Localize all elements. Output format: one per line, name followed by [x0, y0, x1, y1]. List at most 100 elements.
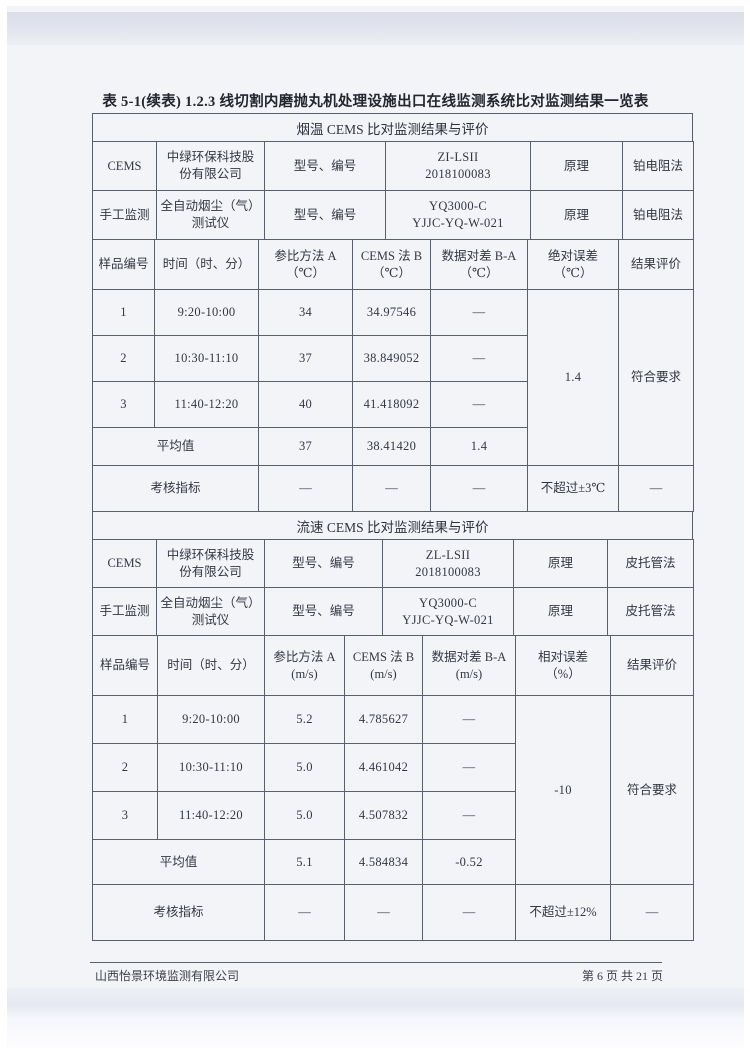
col-header-error-unit: （%）: [545, 666, 581, 681]
assessment-result: —: [618, 465, 694, 512]
col-header-result: 结果评价: [618, 239, 694, 290]
assessment-ref: —: [258, 465, 353, 512]
table-row: 3 11:40-12:20 5.0 4.507832 —: [92, 791, 694, 840]
cell-cems: 38.849052: [352, 335, 431, 382]
col-header-error: 绝对误差 （℃）: [527, 239, 619, 290]
principle-label: 原理: [513, 539, 608, 588]
col-header-ref-unit: (m/s): [291, 666, 318, 681]
principle-label: 原理: [530, 141, 623, 191]
cell-sample-no: 1: [92, 289, 155, 336]
col-header-diff-unit: (m/s): [455, 666, 483, 681]
cell-sample-no: 3: [92, 381, 155, 428]
scan-shadow-bottom: [7, 988, 744, 1018]
col-header-error-unit: （℃）: [553, 265, 593, 280]
assessment-result: —: [610, 884, 694, 941]
col-header-diff-name: 数据对差 B-A: [441, 248, 517, 263]
model-line1: YQ3000-C: [429, 199, 487, 214]
model-value: YQ3000-C YJJC-YQ-W-021: [382, 587, 514, 636]
assessment-row: 考核指标 — — — 不超过±12% —: [92, 884, 694, 941]
model-line1: YQ3000-C: [419, 595, 477, 610]
header-row: 样品编号 时间（时、分） 参比方法 A (m/s) CEMS 法 B (m/s)…: [92, 635, 694, 696]
cell-time: 9:20-10:00: [157, 695, 265, 744]
cell-cems: 4.461042: [344, 743, 423, 792]
assessment-row: 考核指标 — — — 不超过±3℃ —: [92, 465, 694, 512]
principle-value: 皮托管法: [607, 539, 694, 588]
average-cems: 4.584834: [344, 839, 423, 885]
flow-data-table: 样品编号 时间（时、分） 参比方法 A (m/s) CEMS 法 B (m/s)…: [92, 635, 694, 941]
model-line2: YJJC-YQ-W-021: [402, 612, 494, 627]
footer-page-number: 第 6 页 共 21 页: [581, 969, 663, 983]
cems-label: CEMS: [92, 141, 157, 191]
cell-diff: —: [430, 289, 528, 336]
table-row: 2 10:30-11:10 37 38.849052 —: [92, 335, 694, 382]
col-header-result: 结果评价: [610, 635, 694, 696]
col-header-error: 相对误差 （%）: [515, 635, 611, 696]
cell-diff: —: [422, 791, 516, 840]
model-value: ZL-LSII 2018100083: [382, 539, 514, 588]
assessment-cems: —: [352, 465, 431, 512]
model-line2: 2018100083: [415, 564, 481, 579]
model-line1: ZI-LSII: [437, 150, 479, 165]
cems-label: CEMS: [92, 539, 157, 588]
model-label: 型号、编号: [264, 587, 383, 636]
model-value: ZI-LSII 2018100083: [385, 141, 531, 191]
cems-org-line2: 份有限公司: [179, 564, 242, 579]
temperature-info-table: CEMS 中绿环保科技股 份有限公司 型号、编号 ZI-LSII 2018100…: [92, 141, 694, 240]
cell-ref: 40: [258, 381, 353, 428]
cell-merged-result: 符合要求: [618, 289, 694, 466]
cems-org-line2: 份有限公司: [179, 167, 242, 181]
col-header-cems: CEMS 法 B (m/s): [344, 635, 423, 696]
table-row: CEMS 中绿环保科技股 份有限公司 型号、编号 ZI-LSII 2018100…: [92, 141, 694, 191]
manual-org-line2: 测试仪: [191, 216, 230, 230]
model-value: YQ3000-C YJJC-YQ-W-021: [385, 190, 531, 240]
cell-cems: 4.785627: [344, 695, 423, 744]
cems-org-line1: 中绿环保科技股: [166, 150, 255, 165]
average-diff: -0.52: [422, 839, 516, 885]
col-header-sample: 样品编号: [92, 635, 158, 696]
cell-merged-rel-error: -10: [515, 695, 611, 885]
cell-ref: 5.0: [264, 791, 345, 840]
cell-sample-no: 2: [92, 335, 155, 382]
cell-ref: 5.2: [264, 695, 345, 744]
model-line2: YJJC-YQ-W-021: [412, 216, 504, 230]
manual-org-line1: 全自动烟尘（气）: [160, 595, 261, 610]
principle-label: 原理: [530, 190, 623, 240]
average-label: 平均值: [92, 427, 259, 466]
col-header-cems-name: CEMS 法 B: [352, 649, 415, 664]
cell-diff: —: [422, 695, 516, 744]
assessment-diff: —: [430, 465, 528, 512]
table-row: CEMS 中绿环保科技股 份有限公司 型号、编号 ZL-LSII 2018100…: [92, 539, 694, 588]
col-header-time: 时间（时、分）: [157, 635, 265, 696]
average-ref: 5.1: [264, 839, 345, 885]
average-diff: 1.4: [430, 427, 528, 466]
cell-time: 11:40-12:20: [157, 791, 265, 840]
table-row: 手工监测 全自动烟尘（气） 测试仪 型号、编号 YQ3000-C YJJC-YQ…: [92, 587, 694, 636]
cell-ref: 5.0: [264, 743, 345, 792]
cell-ref: 37: [258, 335, 353, 382]
principle-value: 皮托管法: [607, 587, 694, 636]
col-header-ref-unit: （℃）: [286, 265, 325, 280]
col-header-diff-unit: （℃）: [459, 265, 499, 280]
col-header-error-name: 相对误差: [537, 649, 588, 664]
tables-container: 烟温 CEMS 比对监测结果与评价 CEMS 中绿环保科技股 份有限公司 型号、…: [92, 113, 694, 941]
report-title: 表 5-1(续表) 1.2.3 线切割内磨抛丸机处理设施出口在线监测系统比对监测…: [102, 94, 649, 110]
average-row: 平均值 5.1 4.584834 -0.52: [92, 839, 694, 885]
model-label: 型号、编号: [264, 141, 386, 191]
manual-org: 全自动烟尘（气） 测试仪: [156, 587, 265, 636]
cell-cems: 34.97546: [352, 289, 431, 336]
scan-shadow-top: [7, 12, 744, 45]
principle-label: 原理: [513, 587, 608, 636]
manual-label: 手工监测: [92, 587, 157, 636]
cell-time: 9:20-10:00: [154, 289, 259, 336]
cell-sample-no: 2: [92, 743, 158, 792]
model-line1: ZL-LSII: [425, 547, 471, 562]
footer-company: 山西怡景环境监测有限公司: [95, 969, 240, 983]
header-row: 样品编号 时间（时、分） 参比方法 A （℃） CEMS 法 B （℃） 数据对…: [92, 239, 694, 290]
model-label: 型号、编号: [264, 539, 383, 588]
col-header-ref-name: 参比方法 A: [274, 248, 337, 263]
flow-info-table: CEMS 中绿环保科技股 份有限公司 型号、编号 ZL-LSII 2018100…: [92, 539, 694, 636]
average-row: 平均值 37 38.41420 1.4: [92, 427, 694, 466]
col-header-cems: CEMS 法 B （℃）: [352, 239, 431, 290]
cell-merged-result: 符合要求: [610, 695, 694, 885]
cems-org: 中绿环保科技股 份有限公司: [156, 539, 265, 588]
